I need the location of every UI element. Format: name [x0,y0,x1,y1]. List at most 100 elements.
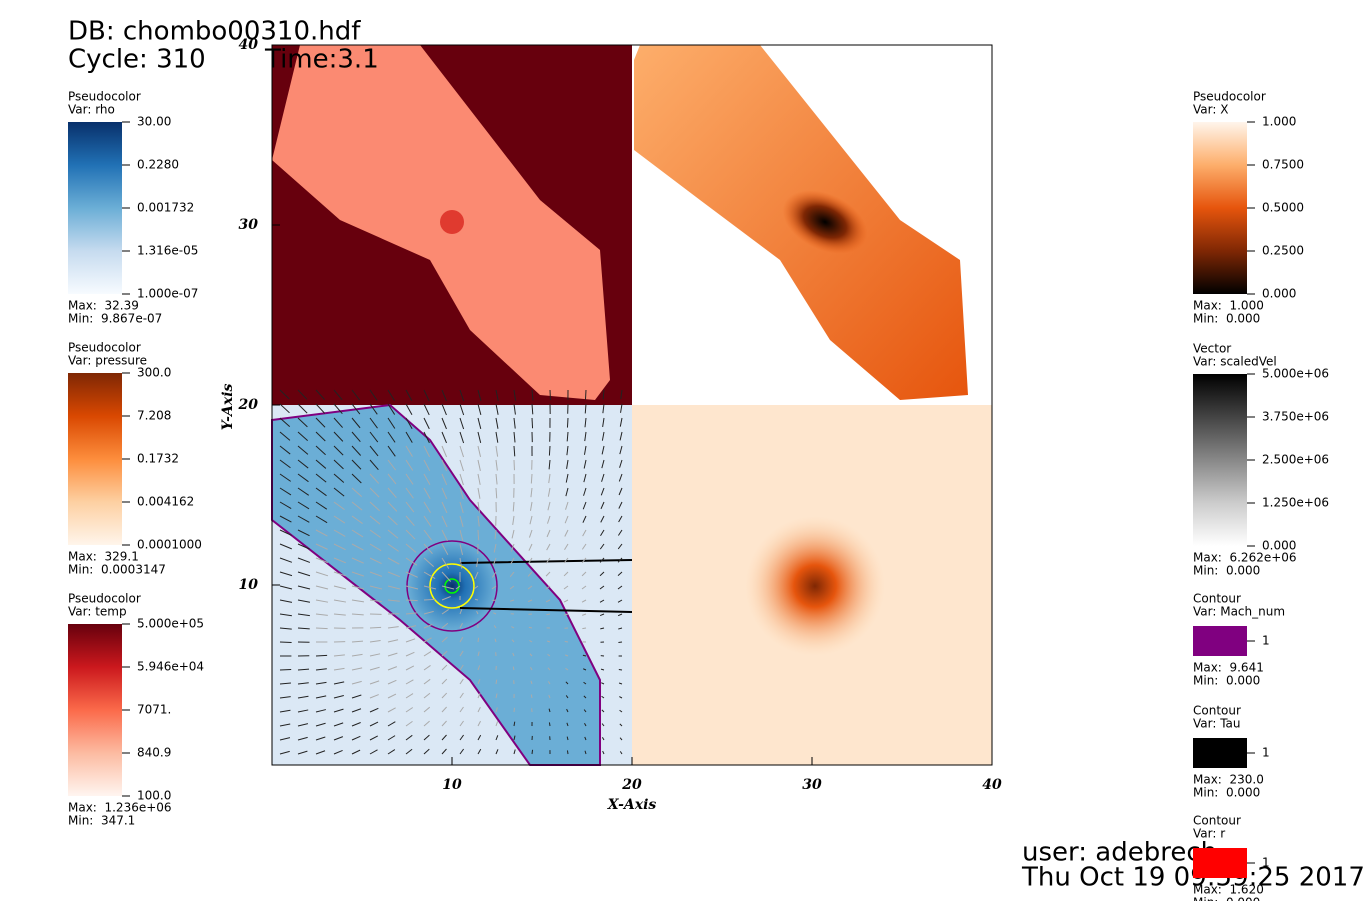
vector-arrow [531,417,534,429]
vector-arrow [564,529,569,537]
vector-arrow [620,389,623,400]
vector-arrow [477,748,482,755]
x-axis-label: X-Axis [607,797,657,813]
vector-arrow [548,473,551,484]
vector-arrow [513,403,516,415]
vector-arrow [423,501,431,513]
vector-arrow [477,431,482,444]
vector-arrow [387,749,396,755]
vector-arrow [565,681,569,685]
y-tick-label: 10 [239,577,259,593]
vector-arrow [369,487,380,498]
vector-arrow [315,529,328,537]
vector-arrow [565,487,569,497]
vector-arrow [618,473,623,482]
vector-arrow [581,543,587,550]
vector-arrow [547,681,551,685]
vector-arrow [369,543,382,552]
vector-arrow [459,650,464,657]
vector-arrow [387,543,399,552]
vector-arrow [387,652,398,657]
colorbar-label: 1.000e-07 [137,287,198,301]
vector-arrow [423,748,430,755]
colorbar [68,373,122,545]
vector-arrow [423,734,430,741]
legend-min: Min: 0.000 [1193,564,1260,578]
vector-arrow [548,459,551,470]
vector-arrow [423,445,431,458]
vector-arrow [369,403,378,415]
vector-arrow [619,445,623,455]
vector-arrow [279,557,293,563]
vector-arrow [584,722,587,727]
vector-arrow [387,389,395,401]
vector-arrow [387,459,397,471]
vector-arrow [531,749,534,755]
vector-arrow [528,626,533,629]
x-core [782,190,868,254]
legend-kind: Vector [1193,342,1231,356]
vector-arrow [600,501,605,510]
vector-arrow [279,487,292,496]
vector-arrow [619,737,623,741]
vector-arrow [315,709,326,713]
vector-arrow [405,638,416,643]
vector-arrow [512,501,515,512]
colorbar-label: 840.9 [137,746,171,760]
vector-arrow [423,403,430,416]
vector-arrow [351,585,365,590]
vector-arrow [333,654,345,657]
vector-arrow [315,736,326,741]
vector-arrow [369,473,380,484]
vector-arrow [477,529,480,541]
vector-arrow [297,529,310,537]
vector-arrow [459,664,464,671]
colorbar [1193,122,1247,294]
vector-arrow [369,639,381,643]
vector-arrow [387,403,396,415]
vector-arrow [351,417,361,429]
vector-arrow [459,445,465,458]
legend-max: Max: 9.641 [1193,661,1264,675]
vector-arrow [423,543,433,554]
vector-arrow [405,445,413,457]
vector-arrow [297,473,309,483]
vector-arrow [315,668,327,671]
vector-arrow [405,417,413,429]
vector-arrow [459,515,464,528]
colorbar-label: 0.0001000 [137,538,202,552]
contour-swatch [1193,626,1247,656]
vector-arrow [566,750,569,755]
vector-arrow [618,487,623,496]
vector-arrow [477,389,482,402]
cycle: Cycle: 310 [68,45,206,75]
vector-arrow [441,459,448,472]
vector-arrow [602,417,605,428]
vector-arrow [315,681,327,685]
vector-arrow [369,749,378,755]
vector-arrow [529,501,533,511]
legend-min: Min: 0.000 [1193,786,1260,800]
vector-arrow [617,571,623,577]
vector-field [279,389,623,755]
colorbar-label: 300.0 [137,366,171,380]
vector-arrow [387,501,398,512]
vector-arrow [333,417,343,428]
vector-arrow [583,459,587,469]
vector-arrow [584,431,587,442]
vector-arrow [583,709,587,713]
vector-arrow [351,694,362,699]
vector-arrow [547,487,551,497]
vector-arrow [459,692,464,699]
vector-arrow [476,610,479,615]
vector-arrow [601,695,605,699]
vector-arrow [405,473,414,485]
vector-arrow [333,473,345,483]
vector-arrow [315,557,329,564]
vector-arrow [495,459,498,471]
colorbar [68,122,122,294]
vector-arrow [333,749,343,755]
vector-arrow [565,667,569,671]
vector-arrow [351,640,364,643]
vector-arrow [423,459,431,472]
